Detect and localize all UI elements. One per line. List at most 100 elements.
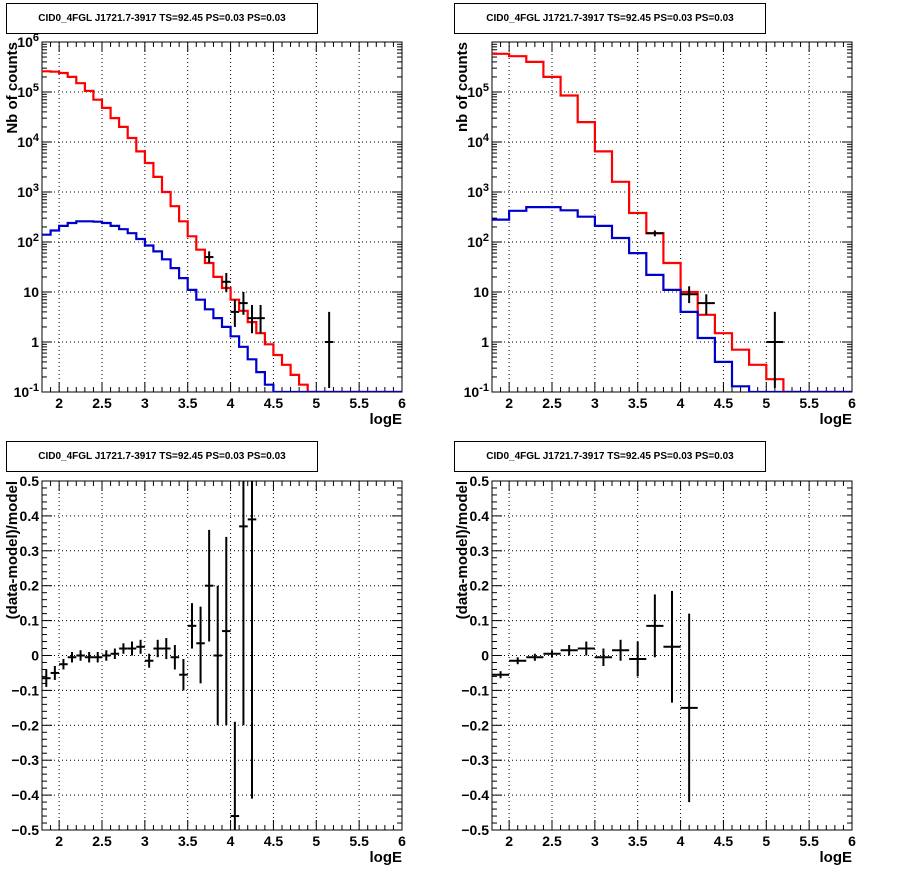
data-point: [213, 585, 222, 726]
x-tick-label: 3.5: [628, 833, 648, 849]
x-axis-ticks: [41, 481, 403, 830]
data-point: [247, 481, 257, 799]
x-tick-label: 4: [677, 833, 685, 849]
data-point: [222, 272, 231, 292]
data-point: [42, 669, 51, 687]
data-point: [153, 639, 162, 658]
plot-frame: [41, 41, 403, 393]
y-tick-label: −0.5: [11, 822, 39, 838]
y-tick-label: 10: [23, 284, 39, 300]
x-tick-label: 2: [505, 833, 513, 849]
data-point: [102, 650, 111, 661]
y-tick-label: 0.3: [470, 543, 490, 559]
x-axis-ticks: [491, 42, 853, 392]
y-tick-label: 103: [17, 182, 39, 200]
y-tick-label: 0.1: [470, 613, 490, 629]
x-tick-label: 4: [677, 395, 685, 411]
y-tick-label: −0.3: [461, 752, 489, 768]
data-point: [594, 648, 612, 666]
x-tick-label: 4.5: [714, 833, 734, 849]
data-point: [646, 594, 664, 658]
grid-lines: [42, 481, 402, 830]
y-tick-label: −0.5: [461, 822, 489, 838]
title-box-counts-right: CID0_4FGL J1721.7-3917 TS=92.45 PS=0.03 …: [454, 3, 766, 34]
data-point: [577, 641, 595, 656]
data-point: [697, 294, 715, 315]
y-tick-label: 0: [31, 648, 39, 664]
y-axis-ticks: [42, 480, 402, 831]
y-tick-label: 0.4: [470, 508, 490, 524]
x-tick-label: 3.5: [178, 395, 198, 411]
data-point: [492, 671, 510, 679]
x-tick-label: 3: [591, 395, 599, 411]
data-point: [162, 638, 171, 659]
y-axis-ticks: [42, 41, 402, 393]
x-tick-label: 5.5: [349, 395, 369, 411]
y-tick-label: 10: [473, 284, 489, 300]
series-group: [492, 590, 698, 803]
data-point: [680, 613, 698, 803]
x-tick-label: 4.5: [264, 395, 284, 411]
y-tick-label: 0.2: [20, 578, 40, 594]
data-point: [256, 304, 265, 334]
x-axis-title: logE: [370, 849, 403, 866]
y-tick-label: −0.1: [461, 682, 489, 698]
data-point: [127, 641, 137, 656]
y-tick-label: 10-1: [14, 382, 39, 400]
x-tick-label: 4.5: [714, 395, 734, 411]
data-point: [204, 251, 214, 264]
x-tick-label: 5: [312, 833, 320, 849]
data-point: [526, 653, 544, 661]
x-axis-title: logE: [370, 411, 403, 428]
y-tick-label: −0.4: [461, 787, 489, 803]
data-point: [230, 299, 240, 327]
data-point: [67, 652, 77, 663]
y-axis-title: nb of counts: [454, 42, 471, 132]
y-tick-label: −0.2: [11, 717, 39, 733]
x-tick-label: 2: [505, 395, 513, 411]
x-tick-label: 5: [312, 395, 320, 411]
x-tick-label: 4.5: [264, 833, 284, 849]
data-point: [646, 230, 664, 237]
y-tick-label: 0.5: [20, 473, 40, 489]
x-tick-label: 3: [141, 833, 149, 849]
y-tick-label: 102: [17, 232, 39, 250]
x-axis-ticks: [41, 42, 403, 392]
y-tick-label: 1: [481, 334, 489, 350]
y-tick-label: −0.1: [11, 682, 39, 698]
x-tick-label: 5.5: [349, 833, 369, 849]
x-tick-label: 5.5: [799, 395, 819, 411]
series-group: [492, 52, 852, 392]
x-tick-label: 6: [848, 833, 856, 849]
data-point: [136, 639, 145, 654]
data-point: [766, 311, 784, 389]
data-point: [629, 641, 647, 677]
data-point: [93, 652, 102, 663]
y-tick-label: −0.2: [461, 717, 489, 733]
y-axis-ticks: [492, 480, 852, 831]
model-source-line: [492, 206, 852, 392]
data-point: [59, 658, 68, 670]
x-axis-title: logE: [820, 849, 853, 866]
series-group: [42, 481, 257, 830]
data-point: [179, 658, 188, 691]
model-source-line: [42, 220, 402, 392]
model-total-line: [492, 52, 852, 392]
series-group: [42, 70, 402, 392]
data-point: [222, 536, 231, 726]
y-axis-title: (data-model)/model: [4, 481, 21, 619]
x-tick-label: 5: [762, 833, 770, 849]
title-box-counts-left: CID0_4FGL J1721.7-3917 TS=92.45 PS=0.03 …: [6, 3, 318, 34]
data-point: [187, 603, 197, 649]
plot-frame: [491, 41, 853, 393]
data-point: [84, 652, 94, 663]
data-point: [324, 311, 334, 389]
y-tick-label: 106: [17, 32, 39, 50]
data-point: [663, 590, 681, 703]
title-box-residuals-right: CID0_4FGL J1721.7-3917 TS=92.45 PS=0.03 …: [454, 441, 766, 472]
y-tick-label: 102: [467, 232, 489, 250]
y-tick-label: 104: [17, 132, 40, 150]
data-point: [204, 529, 214, 642]
data-point: [50, 665, 60, 680]
grid-lines: [492, 42, 852, 392]
